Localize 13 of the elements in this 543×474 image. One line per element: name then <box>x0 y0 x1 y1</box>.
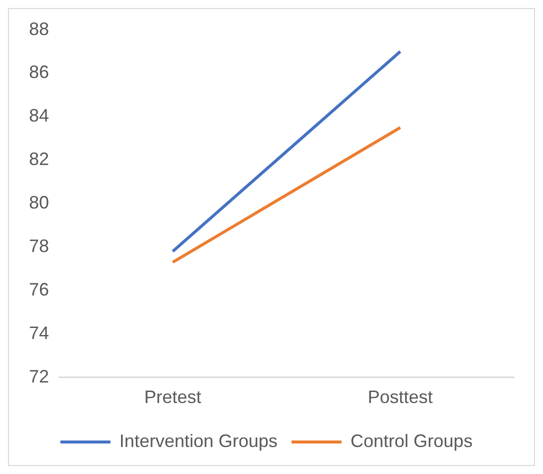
y-tick-label: 82 <box>28 149 50 170</box>
y-tick-label: 88 <box>28 18 50 39</box>
legend-label: Intervention Groups <box>119 430 278 451</box>
y-tick-label: 80 <box>28 192 50 213</box>
y-tick-label: 78 <box>28 236 50 256</box>
y-tick-label: 76 <box>28 279 50 300</box>
y-tick-label: 86 <box>28 62 50 82</box>
legend-label: Control Groups <box>350 430 473 451</box>
y-tick-label: 74 <box>28 322 50 343</box>
y-tick-label: 72 <box>28 366 50 386</box>
x-tick-label: Posttest <box>368 387 433 408</box>
x-tick-label: Pretest <box>144 387 202 408</box>
y-tick-label: 84 <box>28 106 50 126</box>
